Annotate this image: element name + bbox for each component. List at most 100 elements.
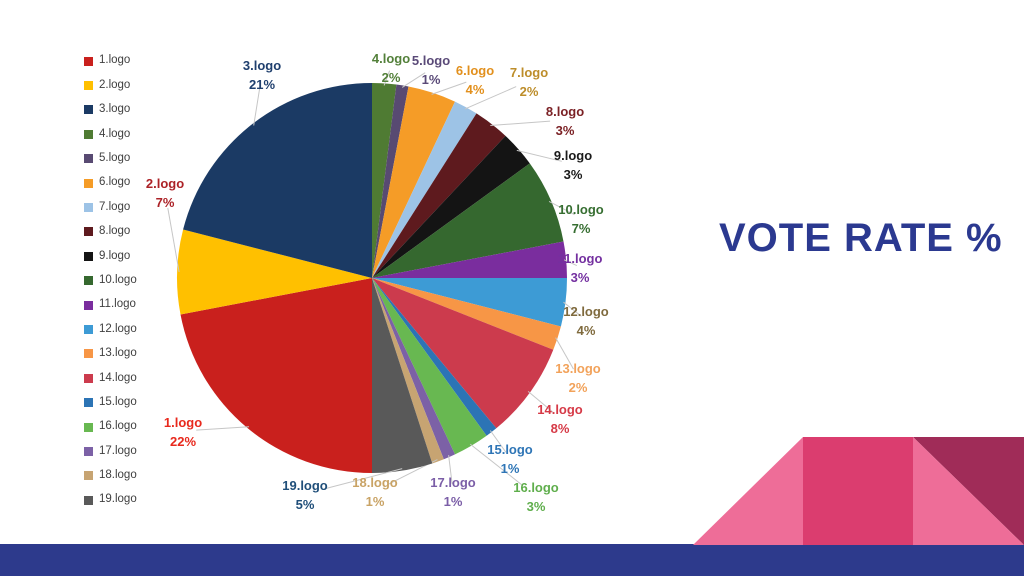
pie-slice-1.logo	[180, 278, 372, 473]
legend-item-11.logo: 11.logo	[84, 293, 137, 317]
pie-slice-3.logo	[183, 83, 372, 278]
legend-label-11.logo: 11.logo	[99, 298, 136, 311]
pie-slice-9.logo	[372, 135, 530, 278]
pie-label-12.logo: 12.logo 4%	[563, 304, 609, 338]
pie-label-9.logo: 9.logo 3%	[553, 148, 593, 182]
leader-line-8.logo	[490, 120, 551, 126]
legend-swatch-19.logo	[84, 495, 93, 505]
pie-slice-2.logo	[177, 229, 372, 315]
legend-swatch-10.logo	[84, 276, 93, 286]
pie-slice-11.logo	[372, 241, 567, 278]
leader-line-6.logo	[431, 81, 467, 95]
pie-label-14.logo: 14.logo 8%	[537, 402, 583, 436]
leader-line-19.logo	[324, 468, 403, 490]
legend-swatch-17.logo	[84, 446, 93, 456]
pie-label-4.logo: 4.logo 2%	[371, 51, 411, 85]
pie-slice-18.logo	[372, 278, 444, 464]
decor-triangle-left	[693, 437, 803, 545]
leader-line-15.logo	[489, 430, 507, 453]
legend-item-8.logo: 8.logo	[84, 220, 137, 244]
pie-slice-7.logo	[372, 101, 477, 278]
legend-swatch-9.logo	[84, 251, 93, 261]
legend-label-2.logo: 2.logo	[99, 78, 131, 91]
legend-label-9.logo: 9.logo	[99, 249, 131, 262]
leader-line-4.logo	[383, 70, 391, 86]
legend-label-16.logo: 16.logo	[99, 420, 137, 433]
legend-swatch-18.logo	[84, 471, 93, 481]
legend-item-6.logo: 6.logo	[84, 171, 137, 195]
pie-label-16.logo: 16.logo 3%	[513, 480, 559, 514]
chart-legend: 1.logo 2.logo 3.logo 4.logo 5.logo 6.logo 7.lo…	[84, 49, 137, 512]
leader-line-1.logo	[196, 426, 250, 431]
legend-label-1.logo: 1.logo	[99, 54, 131, 67]
leader-line-16.logo	[469, 443, 524, 486]
pie-slice-16.logo	[372, 278, 487, 455]
legend-label-4.logo: 4.logo	[99, 127, 131, 140]
legend-item-18.logo: 18.logo	[84, 464, 137, 488]
legend-item-13.logo: 13.logo	[84, 342, 137, 366]
leader-line-5.logo	[401, 72, 426, 88]
legend-item-17.logo: 17.logo	[84, 439, 137, 463]
leader-line-11.logo	[563, 259, 578, 267]
legend-swatch-14.logo	[84, 373, 93, 383]
pie-label-2.logo: 2.logo 7%	[145, 176, 185, 210]
pie-label-8.logo: 8.logo 3%	[545, 104, 585, 138]
pie-slice-15.logo	[372, 278, 497, 436]
pie-label-11.logo: 11.logo 3%	[557, 251, 603, 285]
decor-triangle-right-pink	[913, 437, 1024, 545]
legend-item-10.logo: 10.logo	[84, 269, 137, 293]
pie-label-15.logo: 15.logo 1%	[487, 442, 533, 476]
legend-label-5.logo: 5.logo	[99, 152, 131, 164]
leader-line-14.logo	[527, 391, 554, 414]
legend-swatch-1.logo	[84, 56, 93, 66]
pie-chart	[167, 70, 582, 490]
legend-label-10.logo: 10.logo	[99, 273, 137, 286]
legend-item-12.logo: 12.logo	[84, 317, 137, 341]
legend-item-14.logo: 14.logo	[84, 366, 137, 390]
legend-label-12.logo: 12.logo	[99, 322, 137, 335]
legend-label-7.logo: 7.logo	[99, 200, 131, 213]
legend-item-15.logo: 15.logo	[84, 390, 137, 414]
pie-label-5.logo: 5.logo 1%	[411, 53, 451, 87]
legend-swatch-13.logo	[84, 349, 93, 359]
pie-label-13.logo: 13.logo 2%	[555, 361, 601, 395]
legend-label-8.logo: 8.logo	[99, 225, 131, 238]
leader-line-17.logo	[448, 455, 453, 484]
pie-label-1.logo: 1.logo 22%	[163, 415, 203, 449]
legend-label-3.logo: 3.logo	[99, 103, 131, 116]
legend-label-13.logo: 13.logo	[99, 347, 137, 360]
legend-swatch-2.logo	[84, 81, 93, 91]
legend-swatch-4.logo	[84, 129, 93, 139]
pie-label-6.logo: 6.logo 4%	[455, 63, 495, 97]
leader-line-2.logo	[167, 207, 180, 272]
leader-line-10.logo	[548, 200, 575, 216]
legend-label-19.logo: 19.logo	[99, 493, 137, 506]
pie-slice-10.logo	[372, 163, 564, 278]
decor-rectangle	[803, 437, 913, 545]
legend-item-5.logo: 5.logo	[84, 147, 137, 171]
legend-item-7.logo: 7.logo	[84, 195, 137, 219]
leader-line-3.logo	[253, 84, 261, 126]
legend-item-2.logo: 2.logo	[84, 73, 137, 97]
leader-line-7.logo	[464, 86, 517, 110]
leader-line-9.logo	[516, 149, 562, 162]
pie-label-19.logo: 19.logo 5%	[282, 478, 328, 512]
legend-item-19.logo: 19.logo	[84, 488, 137, 512]
legend-swatch-11.logo	[84, 300, 93, 310]
legend-label-15.logo: 15.logo	[99, 395, 137, 408]
footer-bar	[0, 544, 1024, 576]
pie-label-18.logo: 18.logo 1%	[352, 475, 398, 509]
pie-slice-6.logo	[372, 86, 455, 278]
legend-item-1.logo: 1.logo	[84, 49, 137, 73]
legend-swatch-15.logo	[84, 398, 93, 408]
leader-line-12.logo	[563, 301, 582, 317]
legend-swatch-3.logo	[84, 105, 93, 115]
legend-swatch-5.logo	[84, 154, 93, 164]
pie-slice-4.logo	[372, 82, 397, 278]
legend-item-4.logo: 4.logo	[84, 122, 137, 146]
pie-slice-17.logo	[372, 278, 455, 460]
legend-swatch-6.logo	[84, 178, 93, 188]
legend-swatch-7.logo	[84, 203, 93, 213]
